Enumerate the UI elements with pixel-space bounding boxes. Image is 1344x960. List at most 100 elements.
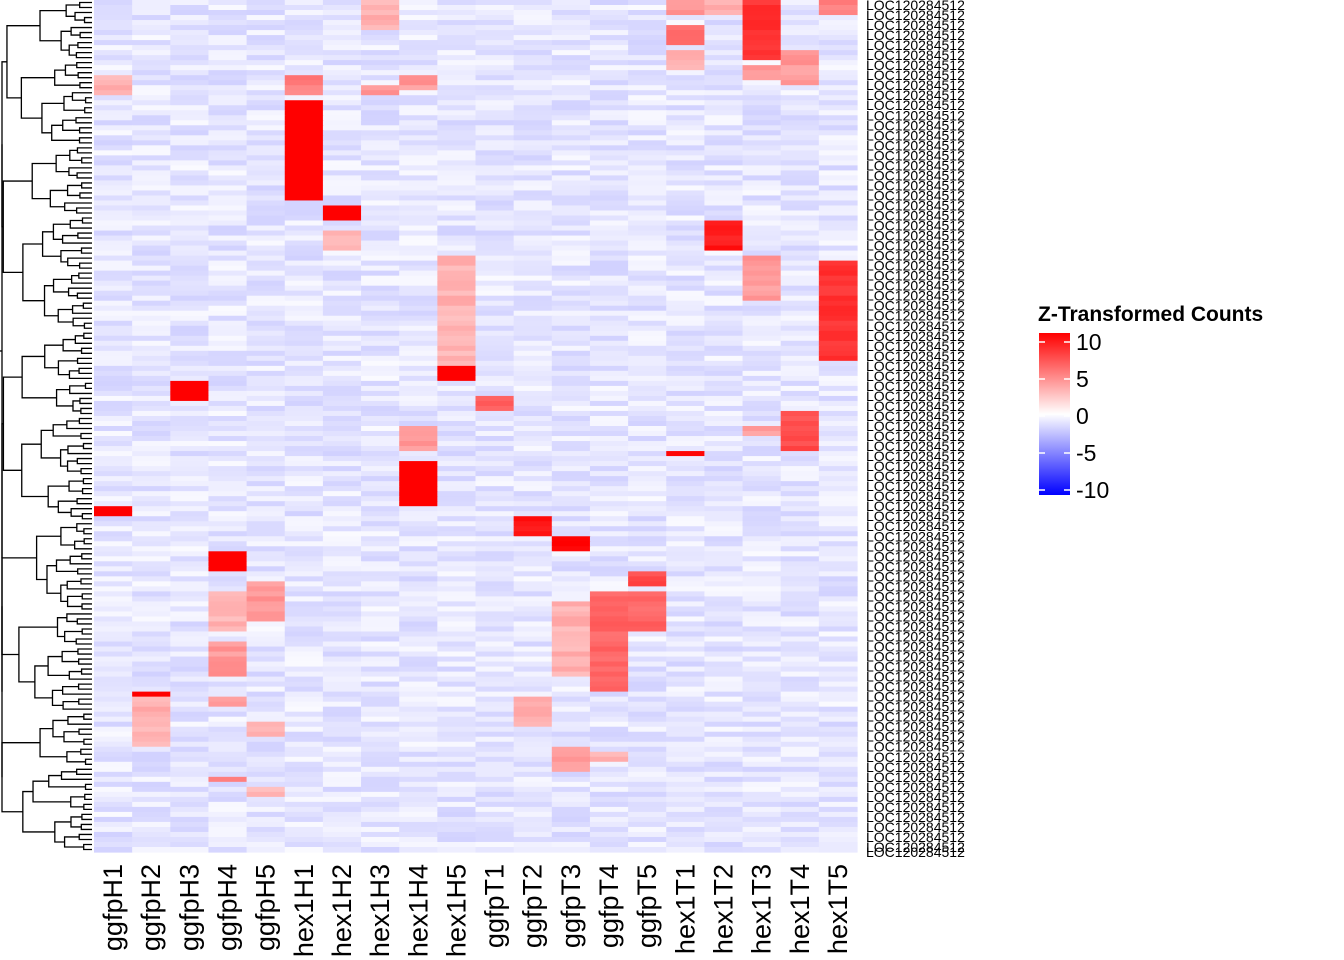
- row-label: LOC120284512: [866, 448, 965, 464]
- heatmap-cell: [551, 390, 591, 397]
- heatmap-cell: [208, 300, 248, 307]
- heatmap-cell: [513, 461, 553, 467]
- heatmap-cell: [475, 45, 515, 51]
- heatmap-cell: [475, 180, 515, 187]
- heatmap-cell: [589, 285, 629, 292]
- heatmap-cell: [666, 240, 705, 247]
- heatmap-cell: [704, 155, 744, 161]
- heatmap-cell: [246, 410, 286, 417]
- heatmap-cell: [246, 641, 286, 648]
- heatmap-cell: [94, 230, 133, 237]
- heatmap-cell: [475, 105, 515, 111]
- heatmap-cell: [628, 15, 667, 21]
- heatmap-cell: [170, 471, 210, 477]
- heatmap-cell: [284, 135, 324, 141]
- heatmap-cell: [322, 110, 362, 116]
- heatmap-cell: [742, 235, 782, 242]
- heatmap-cell: [513, 5, 553, 11]
- heatmap-cell: [475, 471, 515, 477]
- heatmap-cell: [818, 35, 858, 41]
- heatmap-cell: [437, 100, 477, 106]
- heatmap-cell: [551, 641, 591, 648]
- heatmap-cell: [437, 15, 477, 21]
- heatmap-cell: [589, 340, 629, 347]
- heatmap-cell: [132, 30, 171, 36]
- heatmap-cell: [437, 85, 477, 91]
- heatmap-cell: [628, 30, 667, 36]
- heatmap-cell: [322, 145, 362, 151]
- heatmap-cell: [361, 616, 400, 623]
- heatmap-cell: [322, 340, 362, 347]
- heatmap-cell: [513, 616, 553, 623]
- heatmap-cell: [742, 135, 782, 141]
- heatmap-cell: [284, 501, 324, 507]
- heatmap-cell: [246, 125, 286, 131]
- dendrogram-branch: [84, 793, 92, 801]
- dendrogram-branch: [79, 82, 92, 89]
- heatmap-cell: [628, 115, 667, 121]
- heatmap-cell: [742, 511, 782, 517]
- heatmap-cell: [780, 681, 820, 688]
- heatmap-cell: [780, 305, 820, 312]
- heatmap-cell: [666, 105, 705, 111]
- heatmap-cell: [666, 786, 705, 793]
- row-label: LOC120284512: [866, 608, 965, 624]
- heatmap-cell: [704, 676, 744, 683]
- heatmap-cell: [475, 476, 515, 482]
- heatmap-cell: [437, 766, 477, 773]
- heatmap-cell: [551, 75, 591, 81]
- heatmap-cell: [513, 581, 553, 587]
- heatmap-cell: [170, 330, 210, 337]
- heatmap-cell: [818, 165, 858, 171]
- heatmap-cell: [246, 45, 286, 51]
- heatmap-cell: [132, 526, 171, 532]
- heatmap-cell: [475, 80, 515, 86]
- heatmap-cell: [513, 195, 553, 202]
- heatmap-cell: [780, 656, 820, 663]
- heatmap-cell: [589, 836, 629, 843]
- dendrogram-branch: [22, 243, 45, 302]
- column-label: ggfpH2: [136, 864, 166, 951]
- heatmap-cell: [322, 240, 362, 247]
- heatmap-cell: [399, 841, 438, 848]
- dendrogram-branch: [84, 783, 92, 790]
- heatmap-cell: [475, 335, 515, 342]
- heatmap-cell: [666, 756, 705, 763]
- heatmap-cell: [589, 165, 629, 171]
- heatmap-cell: [170, 40, 210, 46]
- heatmap-cell: [284, 280, 324, 287]
- heatmap-cell: [322, 761, 362, 768]
- heatmap-cell: [208, 601, 248, 608]
- heatmap-cell: [399, 380, 438, 387]
- heatmap-cell: [551, 170, 591, 177]
- heatmap-cell: [132, 235, 171, 242]
- heatmap-cell: [246, 531, 286, 537]
- heatmap-cell: [704, 20, 744, 26]
- heatmap-cell: [551, 571, 591, 577]
- heatmap-cell: [742, 325, 782, 332]
- heatmap-cell: [589, 661, 629, 668]
- heatmap-cell: [361, 596, 400, 603]
- heatmap-cell: [589, 491, 629, 497]
- heatmap-cell: [132, 446, 171, 452]
- heatmap-cell: [475, 436, 515, 442]
- row-labels: LOC120284512LOC120284512LOC120284512LOC1…: [866, 0, 965, 860]
- heatmap-cell: [628, 240, 667, 247]
- heatmap-cell: [513, 80, 553, 86]
- heatmap-cell: [284, 325, 324, 332]
- heatmap-cell: [208, 711, 248, 718]
- heatmap-cell: [284, 50, 324, 56]
- heatmap-cell: [513, 746, 553, 753]
- heatmap-cell: [132, 821, 171, 828]
- heatmap-cell: [322, 360, 362, 367]
- heatmap-cell: [361, 255, 400, 262]
- heatmap-cell: [361, 90, 400, 96]
- heatmap-cell: [399, 355, 438, 362]
- heatmap-cell: [589, 741, 629, 748]
- heatmap-cell: [818, 671, 858, 678]
- heatmap-cell: [208, 75, 248, 81]
- heatmap-cell: [666, 80, 705, 86]
- heatmap-cell: [208, 5, 248, 11]
- heatmap-cell: [132, 776, 171, 783]
- heatmap-cell: [399, 446, 438, 452]
